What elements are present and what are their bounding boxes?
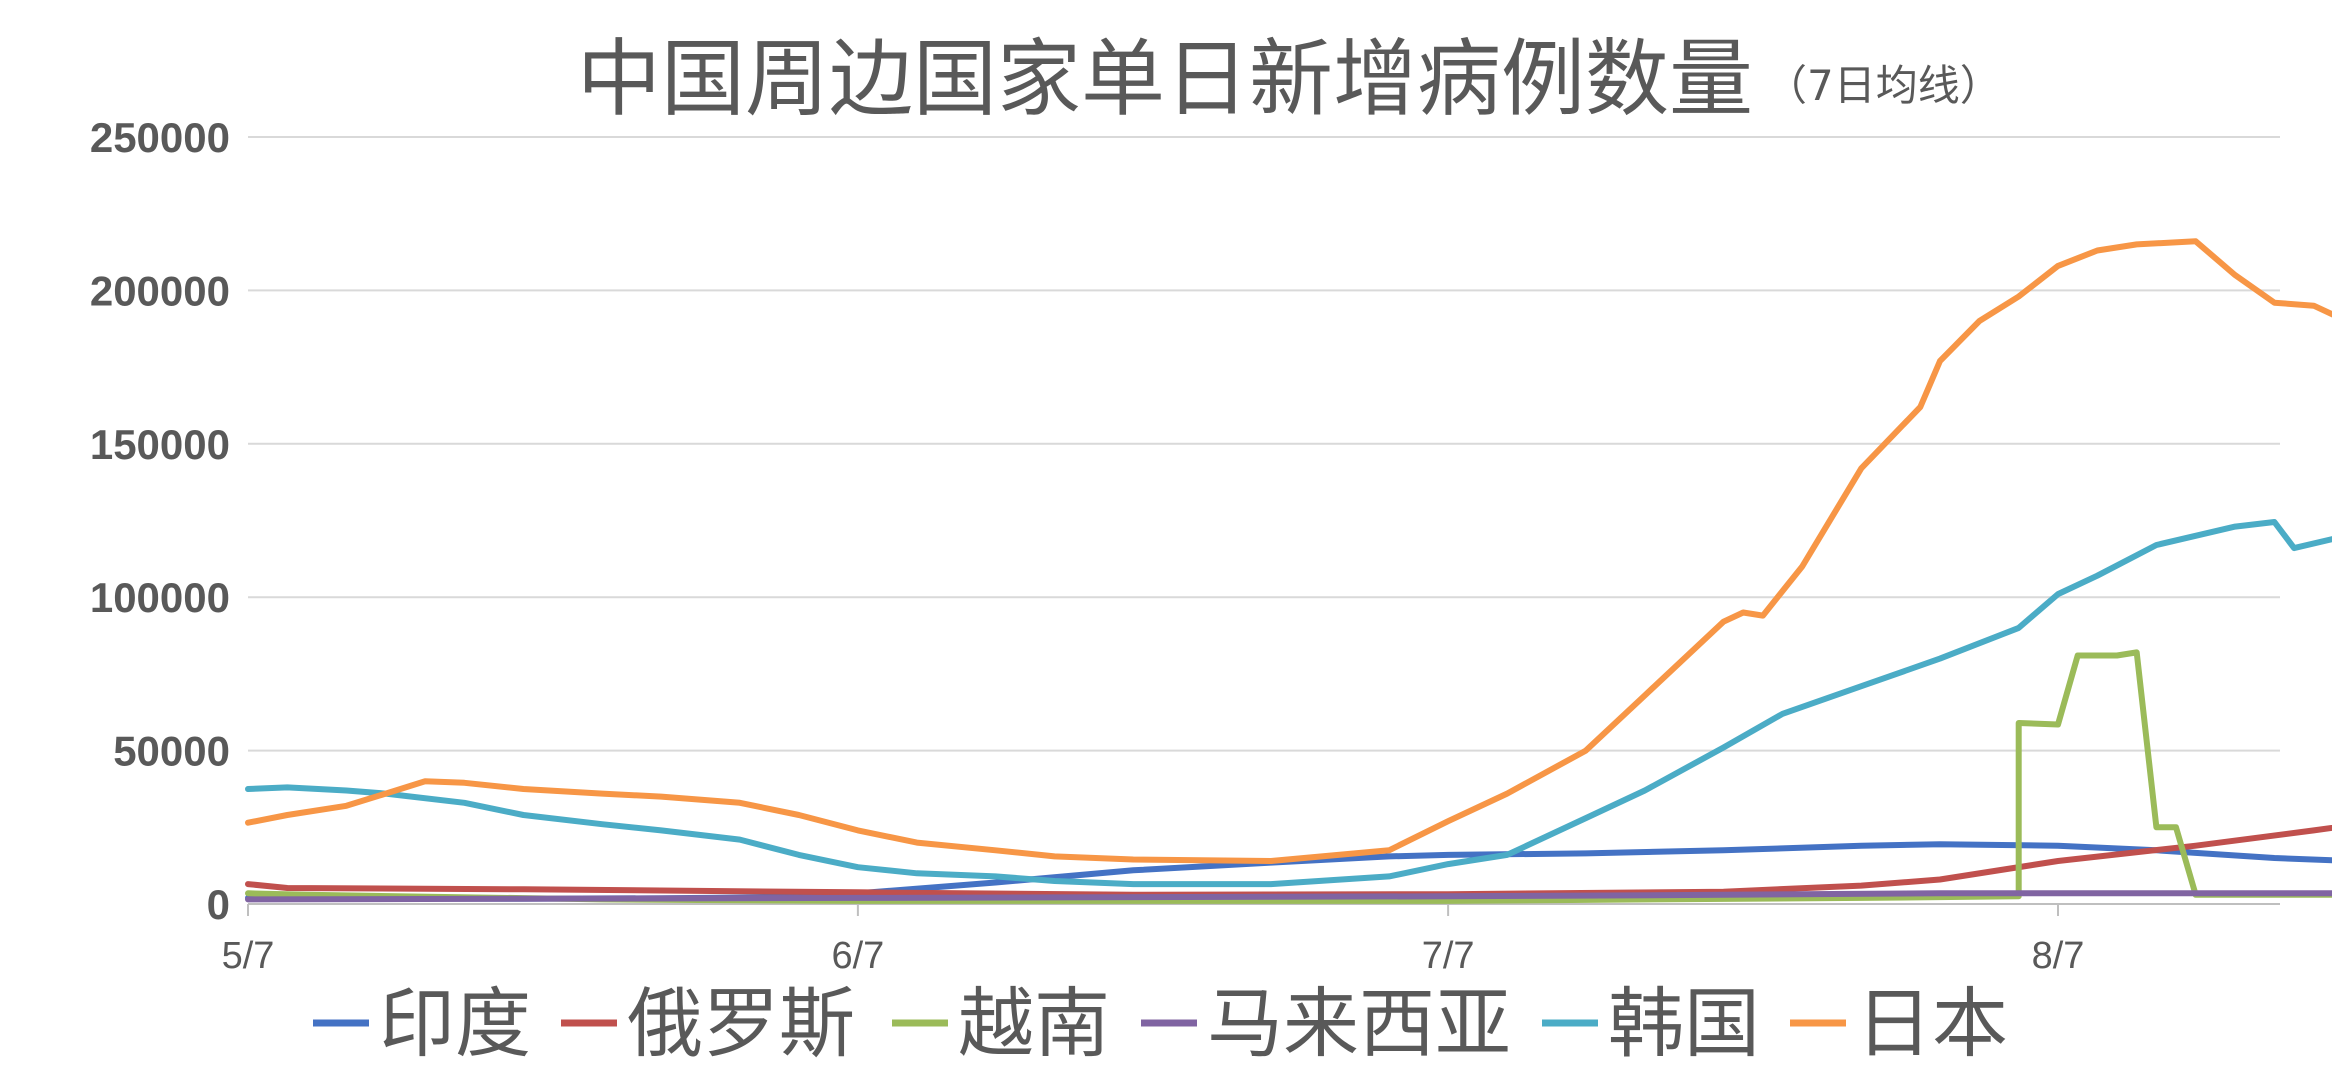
x-tick-label: 8/7 (2032, 935, 2085, 977)
series-line (245, 519, 2332, 888)
legend-label: 越南 (958, 979, 1110, 1066)
series-line (245, 824, 2332, 898)
legend-label: 韩国 (1608, 979, 1760, 1066)
chart-subtitle: （7日均线） (1765, 61, 2002, 110)
series-line (245, 890, 2332, 903)
x-tick-label: 7/7 (1422, 935, 1475, 977)
legend-label: 俄罗斯 (627, 979, 855, 1066)
x-tick-label: 5/7 (222, 935, 275, 977)
y-tick-label: 250000 (90, 114, 230, 161)
legend-label: 马来西亚 (1207, 979, 1511, 1066)
y-tick-label: 50000 (113, 728, 230, 775)
y-tick-label: 0 (207, 881, 230, 928)
grid-lines (248, 136, 2280, 752)
legend: 印度 俄罗斯 越南 马来西亚 韩国 日本 (313, 979, 2008, 1066)
y-tick-label: 200000 (90, 267, 230, 314)
x-axis-ticks: 5/7 6/7 7/7 8/7 (222, 904, 2085, 977)
series-lines (245, 238, 2332, 904)
y-tick-label: 150000 (90, 421, 230, 468)
chart-title: 中国周边国家单日新增病例数量 (577, 30, 1753, 128)
x-tick-label: 6/7 (831, 935, 884, 977)
series-line (245, 238, 2332, 864)
y-tick-label: 100000 (90, 574, 230, 621)
legend-label: 日本 (1856, 979, 2008, 1066)
y-axis-ticks: 0 50000 100000 150000 200000 250000 (90, 114, 230, 928)
legend-label: 印度 (379, 979, 531, 1066)
